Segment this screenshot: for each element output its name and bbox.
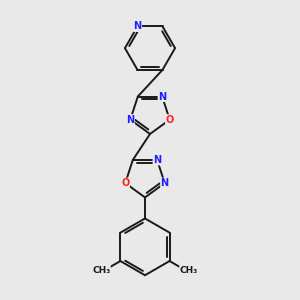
Text: N: N bbox=[126, 115, 134, 125]
Text: N: N bbox=[158, 92, 166, 101]
Text: N: N bbox=[153, 155, 161, 165]
Text: O: O bbox=[166, 115, 174, 125]
Text: N: N bbox=[134, 22, 142, 32]
Text: N: N bbox=[160, 178, 169, 188]
Text: O: O bbox=[121, 178, 129, 188]
Text: CH₃: CH₃ bbox=[180, 266, 198, 275]
Text: CH₃: CH₃ bbox=[92, 266, 110, 275]
